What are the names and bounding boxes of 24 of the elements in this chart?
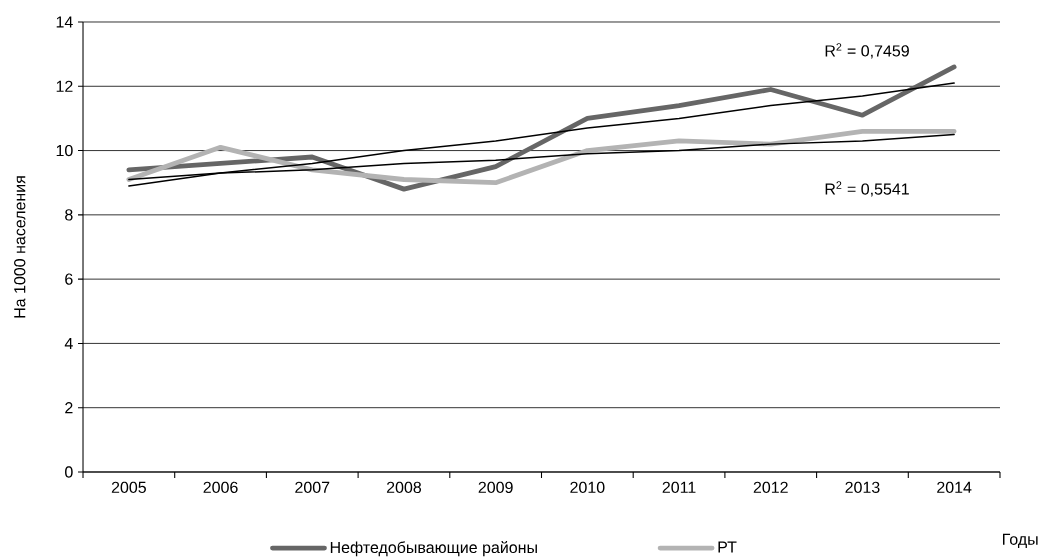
x-tick-label: 2007 xyxy=(295,481,330,494)
x-tick-label: 2008 xyxy=(386,481,422,494)
legend-label: РТ xyxy=(718,541,737,553)
y-tick-label: 8 xyxy=(65,209,73,221)
x-tick-label: 2009 xyxy=(478,481,513,494)
x-tick-label: 2014 xyxy=(937,481,972,494)
annotation: R$^{2}$ = 0,7459 xyxy=(825,43,909,59)
y-tick-label: 6 xyxy=(65,273,73,285)
x-tick-label: 2011 xyxy=(662,481,696,494)
x-tick-label: 2006 xyxy=(203,481,238,494)
x-tick-label: 2005 xyxy=(111,481,146,494)
x-tick-label: 2013 xyxy=(845,481,880,494)
legend-label: Нефтедобывающие районы xyxy=(330,541,537,557)
x-axis-title: Годы xyxy=(1003,533,1038,548)
y-tick-label: 2 xyxy=(65,402,73,414)
annotation: R$^{2}$ = 0,5541 xyxy=(825,181,909,197)
y-tick-label: 14 xyxy=(56,16,73,28)
x-tick-label: 2010 xyxy=(570,481,605,494)
x-tick-label: 2012 xyxy=(753,481,788,494)
y-axis-title: На 1000 населения xyxy=(14,176,26,318)
y-tick-label: 0 xyxy=(65,466,73,478)
y-tick-label: 12 xyxy=(56,80,73,92)
y-tick-label: 4 xyxy=(64,337,73,349)
y-tick-label: 10 xyxy=(56,144,73,157)
